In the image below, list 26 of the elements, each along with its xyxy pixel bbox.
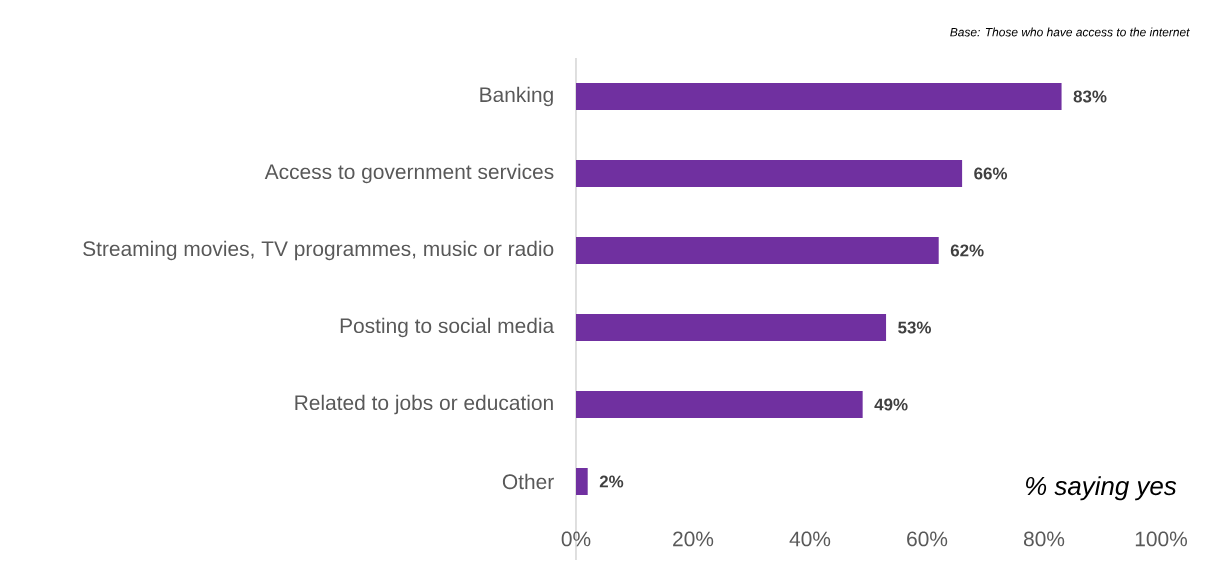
y-tick-label: Related to jobs or education <box>295 394 553 415</box>
x-tick-label: 80% <box>1023 531 1065 547</box>
x-tick-label: 100% <box>1135 531 1188 547</box>
data-label: 83% <box>1073 90 1107 103</box>
data-label: 53% <box>898 321 932 334</box>
y-tick-label: Other <box>502 473 554 490</box>
bar <box>576 83 1062 110</box>
x-tick-label: 40% <box>789 531 831 547</box>
y-tick-label: Access to government services <box>264 163 554 184</box>
data-label: 66% <box>974 167 1008 180</box>
data-label: 2% <box>599 475 624 488</box>
y-tick-label: Posting to social media <box>340 317 555 338</box>
data-label: 49% <box>874 398 908 411</box>
bar <box>576 391 863 418</box>
x-axis-title: % saying yes <box>1026 476 1177 501</box>
y-tick-label: Banking <box>480 86 553 107</box>
bar <box>576 314 887 341</box>
x-tick-label: 20% <box>673 531 714 547</box>
bar <box>576 160 963 187</box>
bar <box>576 468 588 495</box>
bar <box>576 237 939 264</box>
data-label: 62% <box>950 244 984 257</box>
x-tick-label: 60% <box>907 531 948 547</box>
text: Base: Those who have access to the internet <box>950 27 1190 37</box>
y-tick-label: Streaming movies, TV programmes, music or radio <box>83 240 554 261</box>
x-tick-label: 0% <box>561 531 591 547</box>
